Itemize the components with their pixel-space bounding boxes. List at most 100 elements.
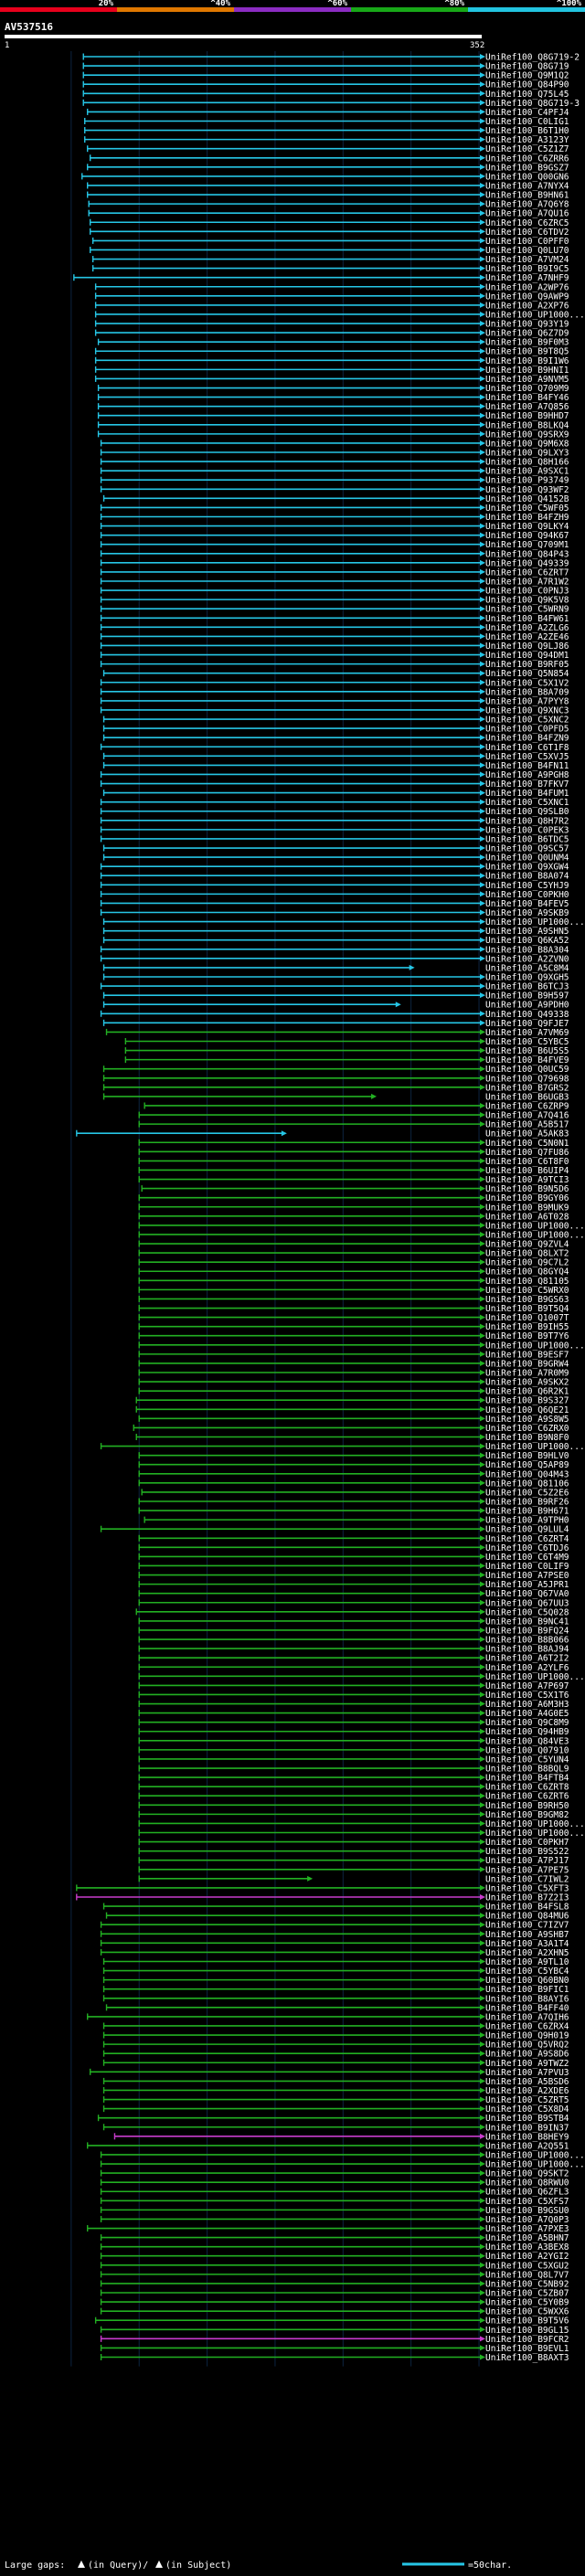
hit-row[interactable]: UniRef100_A2XHN5 [100,1948,569,1958]
hit-label[interactable]: UniRef100_A9PGH8 [485,770,569,780]
hit-row[interactable]: UniRef100_A7QU16 [88,209,569,219]
hit-row[interactable]: UniRef100_C5XFT3 [76,1883,569,1893]
hit-row[interactable]: UniRef100_Q9SKT2 [100,2169,569,2179]
hit-row[interactable]: UniRef100_UP1000... [138,1672,585,1682]
hit-row[interactable]: UniRef100_Q8RWU0 [100,2178,569,2189]
hit-label[interactable]: UniRef100_A2XDE6 [485,2086,569,2096]
hit-label[interactable]: UniRef100_UP1000... [485,1442,585,1452]
hit-label[interactable]: UniRef100_B9RH50 [485,1801,569,1811]
hit-row[interactable]: UniRef100_C6T4M9 [138,1553,569,1563]
hit-row[interactable]: UniRef100_UP1000... [138,1819,585,1829]
hit-label[interactable]: UniRef100_C5XGU2 [485,2261,569,2271]
hit-label[interactable]: UniRef100_C5WXX6 [485,2307,569,2317]
hit-label[interactable]: UniRef100_C0PFD5 [485,725,569,735]
hit-row[interactable]: UniRef100_B6UGB3 [102,1092,569,1102]
hit-label[interactable]: UniRef100_A5JPR1 [485,1580,569,1590]
hit-row[interactable]: UniRef100_A7R0M9 [138,1369,569,1379]
hit-label[interactable]: UniRef100_A3BEX8 [485,2242,569,2253]
hit-row[interactable]: UniRef100_B4FTB4 [138,1774,569,1784]
hit-label[interactable]: UniRef100_Q49338 [485,1010,569,1020]
hit-row[interactable]: UniRef100_B8AJ94 [138,1645,569,1655]
hit-row[interactable]: UniRef100_Q93Y19 [94,320,569,330]
hit-label[interactable]: UniRef100_A2WP76 [485,282,569,292]
hit-row[interactable]: UniRef100_A6T2I2 [138,1654,569,1664]
hit-label[interactable]: UniRef100_Q84MU6 [485,1912,569,1922]
hit-row[interactable]: UniRef100_A7PSE0 [138,1571,569,1581]
hit-row[interactable]: UniRef100_Q8G719 [82,62,569,72]
hit-label[interactable]: UniRef100_C5X1V2 [485,678,569,688]
hit-row[interactable]: UniRef100_B4FZH9 [100,513,569,523]
hit-label[interactable]: UniRef100_C0PKH7 [485,1838,569,1848]
hit-row[interactable]: UniRef100_A9S8W5 [138,1415,569,1425]
hit-label[interactable]: UniRef100_UP1000... [485,2160,585,2170]
hit-row[interactable]: UniRef100_A9TWZ2 [102,2059,569,2069]
hit-row[interactable]: UniRef100_B9F0M3 [97,338,569,348]
hit-row[interactable]: UniRef100_B4FW61 [100,614,569,624]
hit-label[interactable]: UniRef100_Q8H166 [485,458,569,468]
hit-row[interactable]: UniRef100_B9N8F0 [135,1433,569,1443]
hit-row[interactable]: UniRef100_A3BEX8 [100,2242,569,2253]
hit-row[interactable]: UniRef100_A7P697 [138,1681,569,1691]
hit-row[interactable]: UniRef100_C6ZRC5 [89,218,569,228]
hit-row[interactable]: UniRef100_B6T1H0 [84,126,569,136]
hit-row[interactable]: UniRef100_B4FSL8 [102,1903,569,1913]
hit-label[interactable]: UniRef100_B9FQ24 [485,1626,569,1636]
hit-label[interactable]: UniRef100_Q81105 [485,1277,569,1287]
hit-label[interactable]: UniRef100_B4FUM1 [485,789,569,799]
hit-label[interactable]: UniRef100_Q79698 [485,1074,569,1084]
hit-label[interactable]: UniRef100_C6ZRX0 [485,1424,569,1434]
hit-label[interactable]: UniRef100_B9I1W6 [485,356,569,366]
hit-label[interactable]: UniRef100_A5B517 [485,1120,569,1130]
hit-label[interactable]: UniRef100_A6T028 [485,1212,569,1222]
hit-row[interactable]: UniRef100_Q84MU6 [105,1912,569,1922]
hit-row[interactable]: UniRef100_A5BHN7 [100,2233,569,2243]
hit-row[interactable]: UniRef100_B9T7Y6 [138,1331,569,1341]
hit-row[interactable]: UniRef100_C5WRX0 [138,1286,569,1296]
hit-label[interactable]: UniRef100_Q00GN6 [485,172,569,182]
hit-row[interactable]: UniRef100_B9GL15 [100,2326,569,2336]
hit-label[interactable]: UniRef100_B8LKQ4 [485,420,569,430]
hit-label[interactable]: UniRef100_A2XP76 [485,301,569,311]
hit-row[interactable]: UniRef100_Q84P90 [82,80,569,90]
hit-label[interactable]: UniRef100_B8B066 [485,1636,569,1646]
hit-label[interactable]: UniRef100_Q9XNC3 [485,705,569,716]
hit-label[interactable]: UniRef100_Q84P43 [485,549,569,559]
hit-row[interactable]: UniRef100_Q9XNC3 [100,705,569,716]
hit-label[interactable]: UniRef100_A9PDH0 [485,1001,569,1011]
hit-label[interactable]: UniRef100_A7R1W2 [485,577,569,587]
hit-row[interactable]: UniRef100_C5WRN9 [100,605,569,615]
hit-label[interactable]: UniRef100_C5ZRT5 [485,2095,569,2105]
hit-label[interactable]: UniRef100_A7NYX4 [485,181,569,191]
hit-label[interactable]: UniRef100_A7QU16 [485,209,569,219]
hit-row[interactable]: UniRef100_Q4152B [102,494,569,504]
hit-row[interactable]: UniRef100_Q81106 [138,1479,569,1489]
hit-label[interactable]: UniRef100_B9GS63 [485,1295,569,1305]
hit-row[interactable]: UniRef100_B9T5V6 [94,2316,569,2327]
hit-row[interactable]: UniRef100_C6ZRX4 [102,2021,569,2031]
hit-label[interactable]: UniRef100_A7VM24 [485,255,569,265]
hit-row[interactable]: UniRef100_UP1000... [138,1221,585,1231]
hit-row[interactable]: UniRef100_A2YLF6 [138,1663,569,1673]
hit-label[interactable]: UniRef100_Q9LKY4 [485,522,569,532]
hit-row[interactable]: UniRef100_Q8H7R2 [100,816,569,826]
hit-label[interactable]: UniRef100_B9GL15 [485,2326,569,2336]
hit-label[interactable]: UniRef100_B9GSU0 [485,2206,569,2216]
hit-label[interactable]: UniRef100_B4FSL8 [485,1903,569,1913]
hit-row[interactable]: UniRef100_B9I1W6 [94,356,569,366]
hit-row[interactable]: UniRef100_UP1000... [100,1442,585,1452]
hit-label[interactable]: UniRef100_Q04M43 [485,1469,569,1479]
hit-label[interactable]: UniRef100_A9SHB7 [485,1930,569,1940]
hit-label[interactable]: UniRef100_B6T1H0 [485,126,569,136]
hit-row[interactable]: UniRef100_C5XVJ5 [102,752,569,762]
hit-label[interactable]: UniRef100_Q07910 [485,1745,569,1755]
hit-row[interactable]: UniRef100_A7Q856 [97,402,569,412]
hit-label[interactable]: UniRef100_C5ZB07 [485,2289,569,2299]
hit-row[interactable]: UniRef100_Q9LXY3 [100,449,569,459]
hit-row[interactable]: UniRef100_Q6Z7D9 [94,329,569,339]
hit-row[interactable]: UniRef100_B6UIP4 [138,1166,569,1176]
hit-row[interactable]: UniRef100_B4FEV5 [100,899,569,909]
hit-row[interactable]: UniRef100_Q9C8M9 [138,1718,569,1728]
hit-label[interactable]: UniRef100_A9TCI3 [485,1175,569,1185]
hit-label[interactable]: UniRef100_A7VM69 [485,1028,569,1038]
hit-label[interactable]: UniRef100_A9SKB9 [485,908,569,918]
